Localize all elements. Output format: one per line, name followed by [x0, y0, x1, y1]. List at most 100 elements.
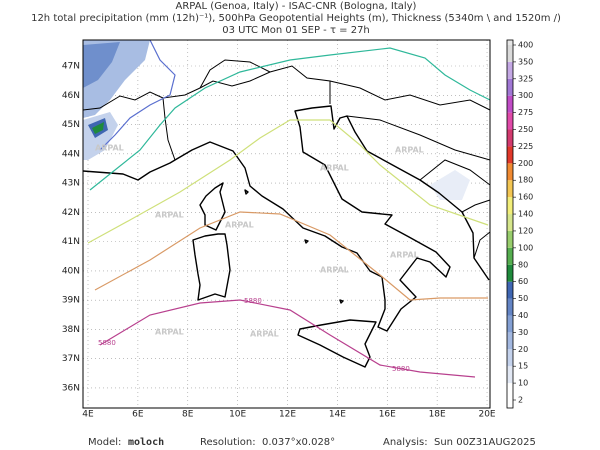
map-frame: [82, 39, 491, 409]
colorbar-swatch: [507, 315, 513, 333]
header-line: 12h total precipitation (mm (12h)⁻¹), 50…: [31, 13, 561, 24]
watermarks: ARPAL ARPAL ARPAL ARPAL ARPAL ARPAL ARPAL ARPAL…: [95, 144, 424, 339]
colorbar-label: 225: [518, 142, 533, 151]
lon-label: 14E: [329, 410, 346, 420]
lon-label: 16E: [379, 410, 396, 420]
colorbar-swatch: [507, 383, 513, 400]
lat-label: 44N: [62, 149, 80, 159]
contour-line: [89, 47, 491, 191]
colorbar-swatch: [507, 163, 513, 181]
lat-label: 43N: [62, 179, 80, 189]
contour-line: [99, 39, 176, 151]
lat-label: 42N: [62, 208, 80, 218]
coastline: [82, 105, 490, 332]
colorbar-swatch: [507, 264, 513, 282]
colorbar-swatch: [507, 45, 513, 62]
colorbar-cap: [507, 400, 513, 408]
colorbar-swatch: [507, 230, 513, 248]
lat-label: 39N: [62, 296, 80, 306]
colorbar-label: 100: [518, 243, 533, 252]
lon-label: 20E: [478, 410, 495, 420]
lat-label: 47N: [62, 62, 80, 72]
lon-label: 10E: [229, 410, 246, 420]
colorbar-label: 2: [518, 396, 523, 405]
corsica: [199, 182, 226, 231]
lon-label: 6E: [132, 410, 144, 420]
lon-label: 12E: [279, 410, 296, 420]
watermark: ARPAL: [95, 144, 124, 153]
lon-label: 4E: [82, 410, 94, 420]
footer-label: Model:: [88, 437, 121, 448]
colorbar-swatch: [507, 281, 513, 299]
lat-label: 36N: [62, 383, 80, 393]
lat-label: 38N: [62, 325, 80, 335]
colorbar-label: 180: [518, 176, 533, 185]
colorbar-swatch: [507, 146, 513, 164]
contour-line: [87, 119, 489, 244]
colorbar-swatch: [507, 112, 513, 130]
colorbar-label: 160: [518, 193, 533, 202]
border: [199, 59, 271, 89]
axis-labels: 4E 6E 8E 10E 12E 14E 16E 18E 20E 47N 46N 45N 44N 43N 4…: [62, 62, 496, 420]
border: [162, 65, 331, 161]
footer-value: moloch: [128, 437, 164, 448]
islands: [244, 189, 344, 304]
border: [461, 199, 491, 213]
colorbar-swatch: [507, 129, 513, 147]
colorbar-label: 400: [518, 41, 533, 50]
colorbar-label: 250: [518, 125, 533, 134]
footer-label: Resolution:: [200, 437, 256, 448]
footer-value: 0.037°x0.028°: [262, 437, 335, 448]
border: [473, 231, 491, 259]
footer-label: Analysis:: [383, 437, 428, 448]
colorbar-swatch: [507, 197, 513, 215]
watermark: ARPAL: [320, 164, 349, 173]
border: [329, 80, 491, 111]
borders: [82, 59, 491, 259]
precip-patch: [430, 170, 470, 200]
colorbar-label: 80: [518, 260, 528, 269]
lon-label: 18E: [429, 410, 446, 420]
colorbar-cap: [507, 40, 513, 45]
map-area: [83, 40, 490, 408]
sardinia: [192, 233, 231, 301]
colorbar-label: 350: [518, 57, 533, 66]
lat-label: 40N: [62, 266, 80, 276]
colorbar-label: 140: [518, 210, 533, 219]
colorbar-swatch: [507, 214, 513, 231]
colorbar-swatch: [507, 61, 513, 79]
lat-label: 41N: [62, 237, 80, 247]
header-line: 03 UTC Mon 01 SEP - τ = 27h: [222, 25, 370, 36]
lat-label: 46N: [62, 91, 80, 101]
border: [82, 91, 164, 111]
contour-line: [94, 211, 488, 301]
colorbar-swatch: [507, 247, 513, 265]
colorbar-label: 275: [518, 108, 533, 117]
border: [346, 115, 491, 161]
watermark: ARPAL: [225, 221, 254, 230]
colorbar-swatch: [507, 366, 513, 384]
precipitation: [83, 40, 470, 200]
colorbar-label: 20: [518, 345, 528, 354]
watermark: ARPAL: [320, 266, 349, 275]
contour-line: [99, 299, 476, 378]
watermark: ARPAL: [390, 251, 419, 260]
contour-label: 5880: [98, 339, 116, 347]
colorbar-label: 15: [518, 362, 528, 371]
colorbar-label: 10: [518, 379, 528, 388]
border: [419, 159, 491, 186]
colorbar-label: 60: [518, 277, 528, 286]
header-line: ARPAL (Genoa, Italy) - ISAC-CNR (Bologna…: [176, 1, 417, 12]
watermark: ARPAL: [395, 146, 424, 155]
colorbar: 2 10 15 20 30 40 50 60 80 100 120 140 160 180 200 225 25…: [506, 39, 533, 409]
contours: 5880 5880 5880: [87, 39, 491, 378]
precip-patch: [92, 122, 104, 134]
colorbar-swatch: [507, 298, 513, 316]
lat-label: 45N: [62, 120, 80, 130]
colorbar-label: 50: [518, 294, 528, 303]
colorbar-label: 30: [518, 328, 528, 337]
coastlines: [82, 105, 490, 368]
colorbar-label: 325: [518, 74, 533, 83]
precip-patch: [83, 42, 120, 88]
